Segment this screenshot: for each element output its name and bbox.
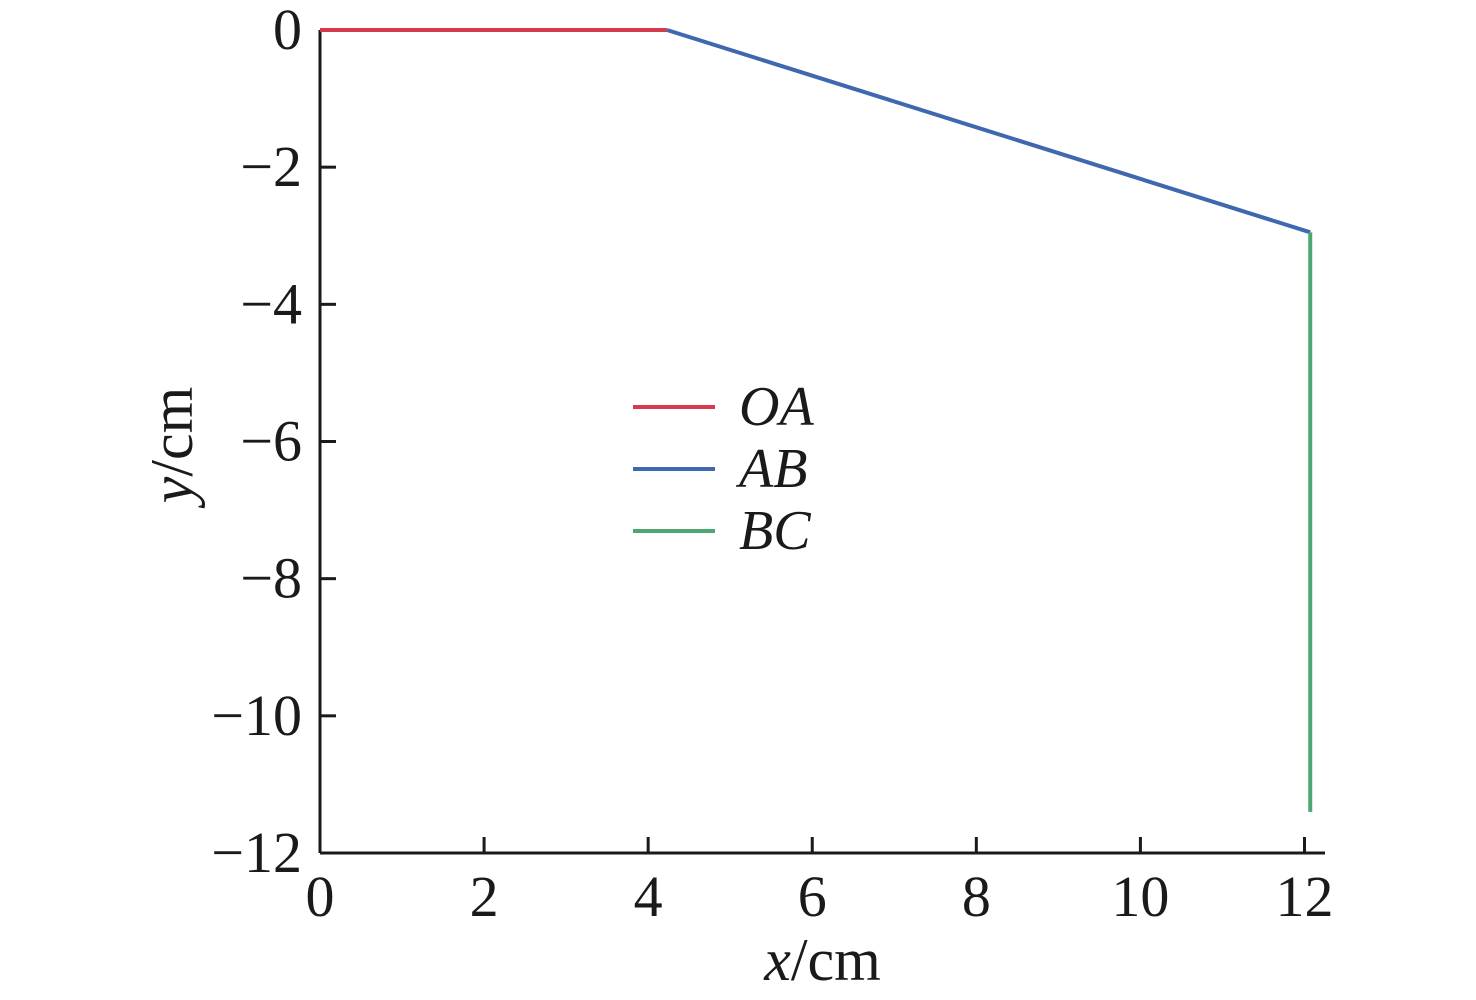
x-tick-label: 10 [1111, 864, 1169, 929]
y-tick-label: −6 [240, 409, 302, 474]
legend-line-swatch-bc [633, 529, 715, 533]
y-tick-label: −10 [211, 683, 302, 748]
legend-item-bc: BC [633, 500, 814, 562]
legend-line-swatch-oa [633, 405, 715, 409]
x-axis-label-unit: /cm [790, 927, 881, 993]
legend-label-bc: BC [739, 500, 811, 562]
legend-item-ab: AB [633, 438, 814, 500]
y-axis-label: y/cm [139, 386, 205, 504]
legend-label-ab: AB [739, 438, 808, 500]
legend-line-swatch-ab [633, 467, 715, 471]
x-axis-label-variable: x [764, 927, 791, 993]
y-axis-label-unit: /cm [139, 386, 205, 477]
x-tick-label: 2 [470, 864, 499, 929]
y-tick-label: −8 [240, 546, 302, 611]
y-tick-label: −4 [240, 271, 302, 336]
x-tick-label: 4 [634, 864, 663, 929]
x-tick-label: 0 [306, 864, 335, 929]
series-line-ab [666, 28, 1311, 235]
x-tick-label: 12 [1275, 864, 1333, 929]
legend-label-oa: OA [739, 376, 814, 438]
y-tick-label: −2 [240, 134, 302, 199]
x-axis-label: x/cm [320, 930, 1325, 990]
y-tick-label: −12 [211, 820, 302, 885]
legend-item-oa: OA [633, 376, 814, 438]
x-tick-label: 8 [962, 864, 991, 929]
x-tick-label: 6 [798, 864, 827, 929]
legend: OA AB BC [633, 376, 814, 562]
y-axis-label-variable: y [139, 476, 205, 504]
y-tick-label: 0 [273, 0, 302, 62]
